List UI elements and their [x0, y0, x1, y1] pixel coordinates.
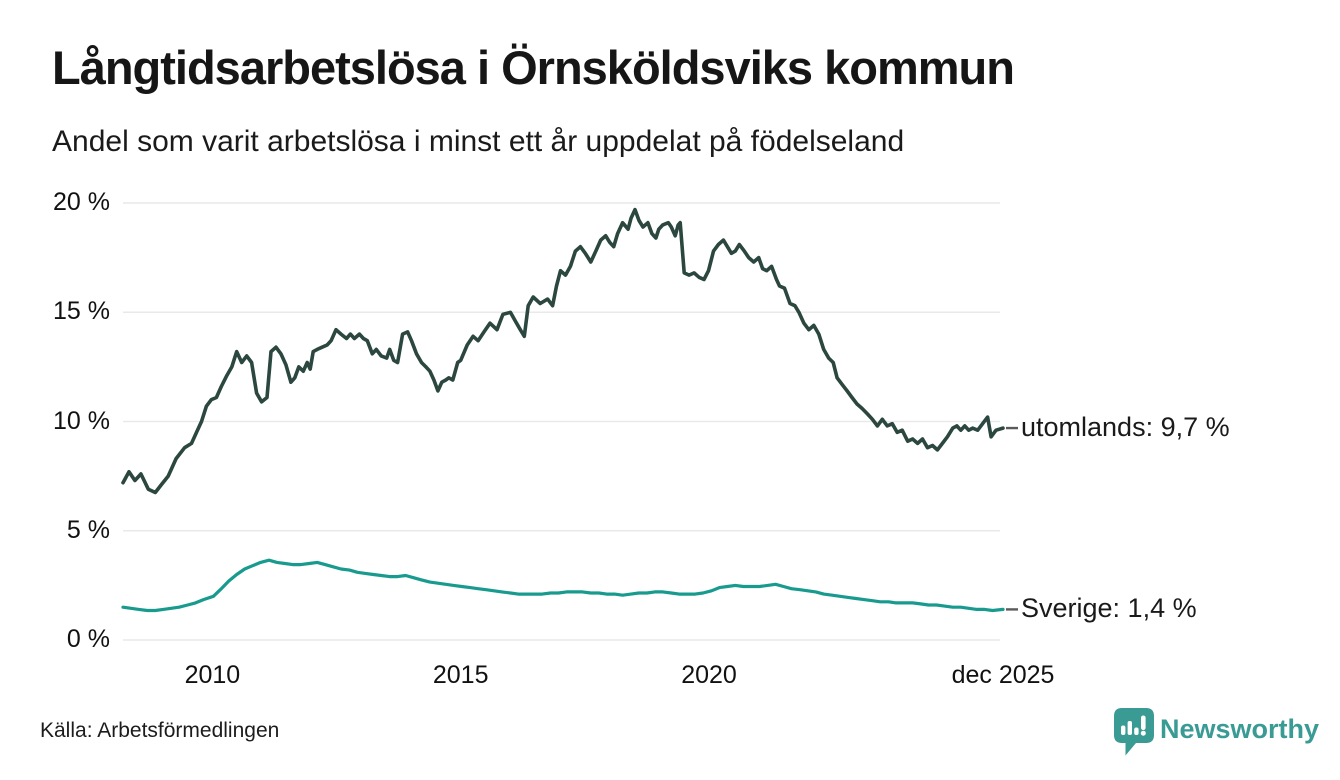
- series-line-sverige: [121, 558, 1005, 613]
- x-axis-label-2010: 2010: [184, 661, 241, 689]
- y-axis-label-0: 0 %: [66, 625, 110, 653]
- newsworthy-wordmark: Newsworthy: [1160, 714, 1320, 744]
- y-axis-label-15: 15 %: [53, 297, 110, 326]
- y-axis-label-10: 10 %: [53, 406, 110, 435]
- chart-subtitle: Andel som varit arbetslösa i minst ett å…: [52, 125, 905, 158]
- x-axis-label-2015: 2015: [432, 661, 489, 689]
- series-label-utomlands: utomlands: 9,7 %: [1021, 412, 1230, 443]
- page-title: Långtidsarbetslösa i Örnsköldsviks kommu…: [52, 41, 1015, 94]
- newsworthy-logo-icon: [1114, 708, 1154, 756]
- y-axis-label-20: 20 %: [53, 188, 110, 216]
- y-axis-label-5: 5 %: [66, 515, 110, 544]
- x-axis-label-2020: 2020: [681, 661, 737, 689]
- series-line-utomlands: [121, 207, 1005, 495]
- series-label-sverige: Sverige: 1,4 %: [1021, 593, 1197, 624]
- source-caption: Källa: Arbetsförmedlingen: [40, 719, 280, 742]
- x-axis-label-dec-2025: dec 2025: [951, 661, 1055, 689]
